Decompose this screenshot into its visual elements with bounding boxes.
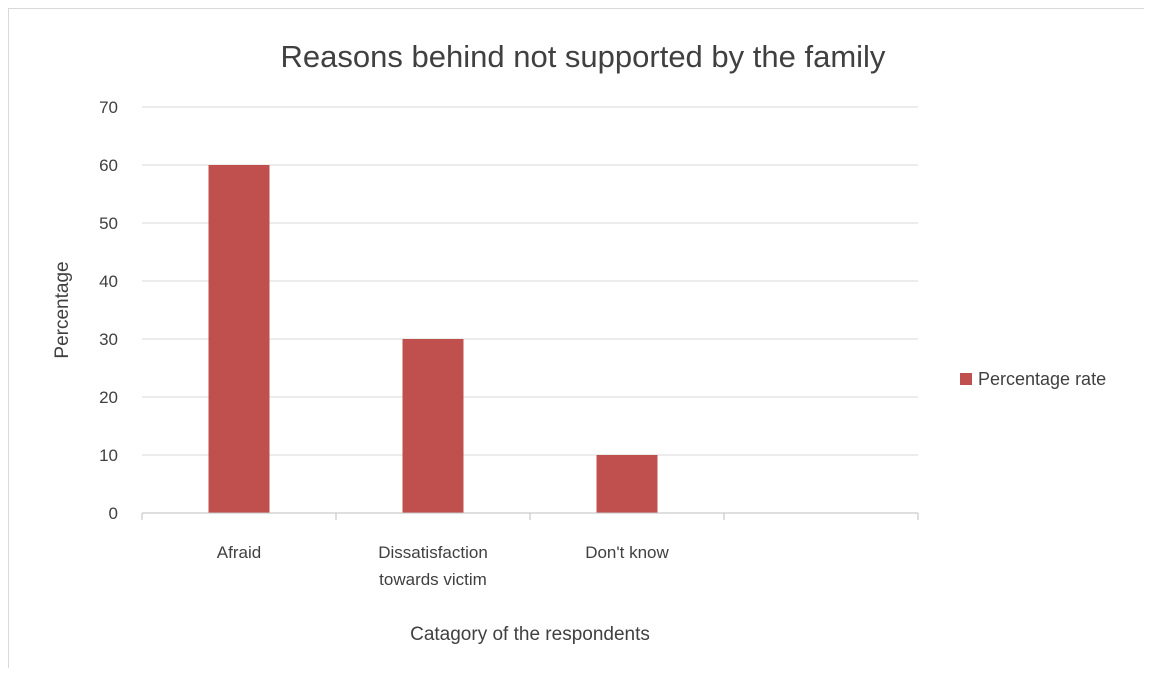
y-tick-label: 40	[99, 272, 118, 291]
bar	[402, 339, 464, 513]
x-tick-label: Dissatisfaction	[378, 543, 488, 562]
bars	[208, 165, 658, 513]
bar	[596, 455, 658, 513]
bar	[208, 165, 270, 513]
y-tick-label: 70	[99, 98, 118, 117]
legend: Percentage rate	[960, 369, 1106, 389]
y-tick-label: 60	[99, 156, 118, 175]
y-tick-label: 10	[99, 446, 118, 465]
x-axis-tick-labels: Afraid Dissatisfaction towards victim Don't…	[217, 543, 670, 589]
y-axis-ticks: 0 10 20 30 40 50 60 70	[99, 98, 118, 523]
legend-swatch	[960, 373, 972, 385]
y-axis-title: Percentage	[52, 261, 73, 358]
chart-title: Reasons behind not supported by the fami…	[281, 39, 886, 74]
legend-label: Percentage rate	[978, 369, 1106, 389]
x-tick-label: Don't know	[585, 543, 669, 562]
x-axis-title: Catagory of the respondents	[410, 624, 650, 645]
y-tick-label: 20	[99, 388, 118, 407]
x-axis	[141, 512, 919, 520]
x-tick-label: towards victim	[379, 570, 487, 589]
x-tick-label: Afraid	[217, 543, 261, 562]
gridlines	[142, 106, 918, 456]
y-tick-label: 30	[99, 330, 118, 349]
y-tick-label: 0	[109, 504, 118, 523]
y-tick-label: 50	[99, 214, 118, 233]
chart-frame	[8, 8, 1144, 668]
